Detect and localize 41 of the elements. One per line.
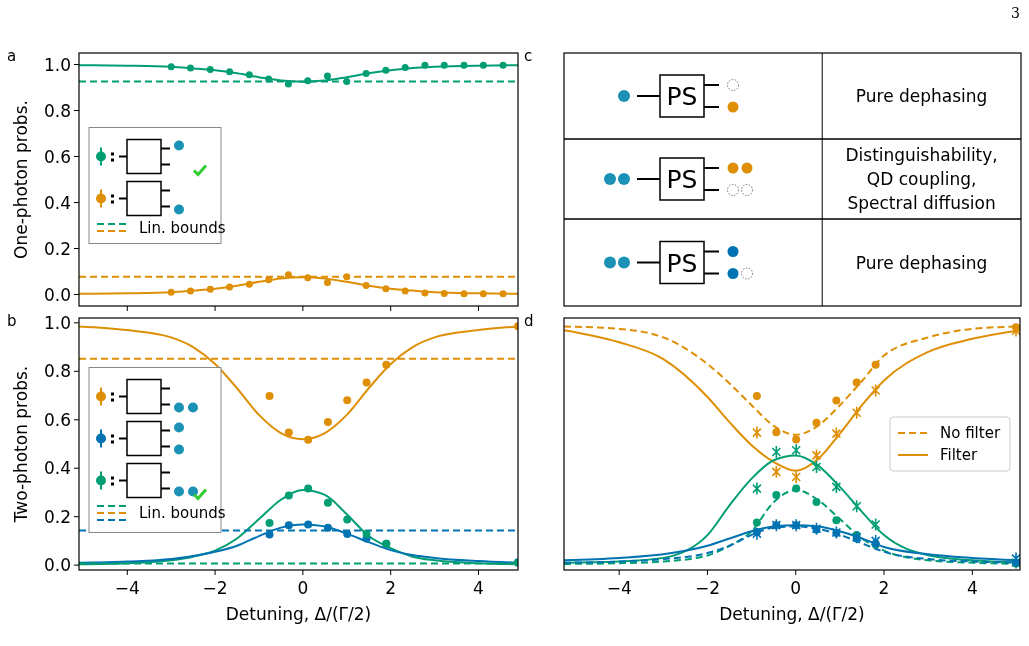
y-tick-label: 1.0	[43, 312, 71, 333]
x-tick-label: 2	[878, 578, 890, 598]
text: PS	[666, 82, 698, 111]
y-tick-label: 0.8	[43, 100, 71, 121]
y-tick-label: 0.2	[43, 506, 71, 527]
y-tick-label: 1.0	[43, 54, 71, 75]
x-tick-label: 4	[473, 578, 484, 598]
y-axis-title: Two-photon probs.	[11, 365, 31, 524]
text: c	[524, 47, 533, 65]
y-tick-label: 0.0	[43, 284, 71, 305]
legend-label: Filter	[940, 446, 978, 464]
y-tick-label: 0.8	[43, 361, 71, 382]
y-tick-label: 0.0	[43, 555, 71, 576]
y-tick-label: 0.6	[43, 409, 71, 430]
text: PS	[666, 165, 698, 194]
x-tick-label: 0	[790, 578, 802, 598]
x-tick-label: 4	[966, 578, 978, 598]
chart-title: b	[7, 312, 17, 330]
y-tick-label: 0.2	[43, 238, 71, 259]
text: Pure dephasing	[855, 86, 988, 106]
x-tick-label: −4	[606, 578, 632, 598]
x-tick-label: 0	[297, 578, 309, 598]
x-tick-label: −2	[202, 578, 228, 598]
x-tick-label: −4	[114, 578, 140, 598]
x-tick-label: 2	[385, 578, 397, 598]
text: 3	[1011, 5, 1020, 21]
y-tick-label: 0.4	[43, 458, 71, 479]
legend-label: No filter	[940, 424, 1001, 442]
text: Pure dephasing	[855, 252, 988, 273]
x-axis-title: Detuning, Δ/(Γ/2)	[225, 604, 372, 624]
legend-label: Lin. bounds	[139, 218, 226, 237]
chart-title: d	[524, 312, 534, 330]
y-tick-label: 0.6	[43, 146, 71, 167]
chart-title: a	[7, 47, 17, 65]
x-axis-title: Detuning, Δ/(Γ/2)	[719, 604, 865, 624]
y-axis-title: One-photon probs.	[11, 100, 31, 259]
x-tick-label: −2	[694, 578, 720, 598]
y-tick-label: 0.4	[43, 192, 71, 213]
text: Distinguishability, QD coupling, Spectral diffusion	[845, 145, 998, 213]
legend-label: Lin. bounds	[139, 504, 226, 522]
text: PS	[666, 248, 698, 278]
